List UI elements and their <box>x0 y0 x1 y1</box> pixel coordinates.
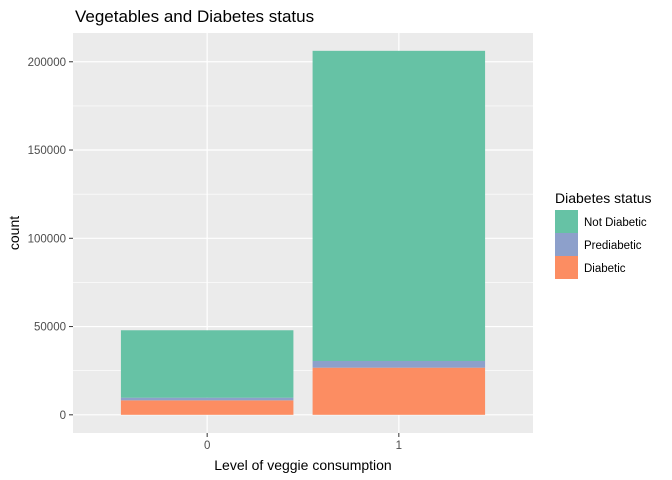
x-tick-label: 0 <box>204 440 210 452</box>
y-axis-title: count <box>6 216 22 250</box>
bars <box>120 50 486 415</box>
bar-prediabetic-0 <box>120 397 294 401</box>
bar-not-diabetic-0 <box>120 330 294 398</box>
legend-label: Diabetic <box>584 263 626 275</box>
y-tick-label: 0 <box>60 410 66 422</box>
bar-diabetic-1 <box>312 367 486 415</box>
y-tick-label: 150000 <box>28 145 66 157</box>
legend-key-diabetic <box>555 256 578 279</box>
x-axis-title: Level of veggie consumption <box>214 457 391 473</box>
bar-not-diabetic-1 <box>312 50 486 361</box>
y-tick-label: 50000 <box>34 322 66 334</box>
legend-key-prediabetic <box>555 233 578 256</box>
legend-key-not-diabetic <box>555 210 578 233</box>
bar-prediabetic-1 <box>312 360 486 368</box>
y-axis: 0 50000 100000 150000 200000 <box>28 57 73 422</box>
bar-diabetic-0 <box>120 400 294 415</box>
legend: Diabetes status Not Diabetic Prediabetic D… <box>555 190 652 279</box>
y-tick-label: 100000 <box>28 233 66 245</box>
chart-title: Vegetables and Diabetes status <box>75 7 314 26</box>
legend-title: Diabetes status <box>555 190 652 206</box>
legend-label: Not Diabetic <box>584 217 647 229</box>
legend-label: Prediabetic <box>584 240 642 252</box>
y-tick-label: 200000 <box>28 57 66 69</box>
x-tick-label: 1 <box>396 440 402 452</box>
